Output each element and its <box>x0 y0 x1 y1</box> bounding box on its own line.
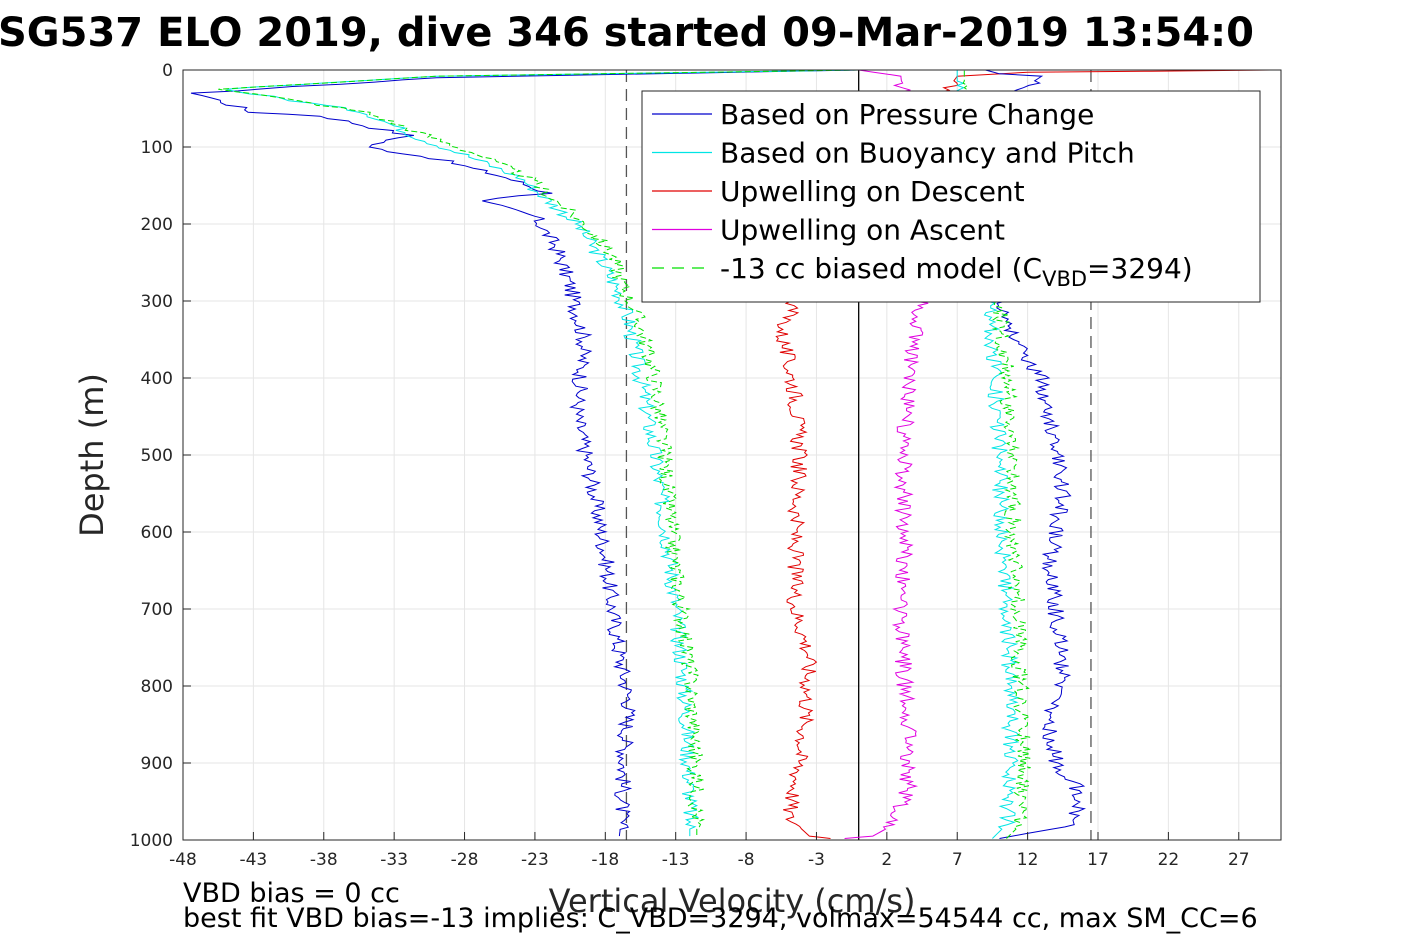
y-tick-label: 400 <box>141 369 173 389</box>
x-axis: -48 -43 -38 -33 -28 -23 -18 -13 -8 -3 2 7 12 17 22 27 <box>169 832 1250 870</box>
y-axis: 0 100 200 300 400 500 600 700 800 900 1000 <box>130 61 191 851</box>
y-tick-label: 800 <box>141 677 173 697</box>
legend-label-prefix: -13 cc biased model (C <box>720 252 1042 285</box>
x-tick-label: -48 <box>169 850 197 870</box>
x-tick-label: -13 <box>662 850 690 870</box>
x-tick-label: -43 <box>239 850 267 870</box>
legend-label-subscript: VBD <box>1042 267 1087 291</box>
series-line-pressure_descent <box>190 69 859 837</box>
x-tick-label: 17 <box>1087 850 1109 870</box>
x-tick-label: -28 <box>451 850 479 870</box>
x-axis-label: Vertical Velocity (cm/s) <box>549 882 916 920</box>
chart-title: SG537 ELO 2019, dive 346 started 09-Mar-… <box>0 10 1254 56</box>
x-tick-label: 27 <box>1228 850 1250 870</box>
y-tick-label: 900 <box>141 754 173 774</box>
y-tick-label: 300 <box>141 292 173 312</box>
series-line-model_descent <box>218 69 859 837</box>
legend-label: Upwelling on Descent <box>720 175 1025 208</box>
legend-label-suffix: =3294) <box>1087 252 1193 285</box>
y-tick-label: 600 <box>141 523 173 543</box>
x-tick-label: -18 <box>591 850 619 870</box>
legend-label: Upwelling on Ascent <box>720 214 1005 247</box>
x-tick-label: -33 <box>380 850 408 870</box>
x-tick-label: -23 <box>521 850 549 870</box>
y-tick-label: 500 <box>141 446 173 466</box>
y-tick-label: 0 <box>162 61 173 81</box>
legend-label: Based on Pressure Change <box>720 98 1094 131</box>
y-tick-label: 1000 <box>130 831 173 851</box>
note-best-fit: best fit VBD bias=-13 implies: C_VBD=329… <box>183 903 1258 934</box>
legend-label: -13 cc biased model (CVBD=3294) <box>720 252 1193 291</box>
x-tick-label: 12 <box>1017 850 1039 870</box>
x-tick-label: -38 <box>310 850 338 870</box>
note-vbd-bias: VBD bias = 0 cc <box>183 878 400 909</box>
x-tick-label: 7 <box>952 850 963 870</box>
legend: Based on Pressure Change Based on Buoyanc… <box>641 90 1261 303</box>
x-tick-label: -8 <box>738 850 755 870</box>
series-line-buoyancy_descent <box>226 69 859 837</box>
y-axis-label: Depth (m) <box>73 373 111 537</box>
y-tick-label: 100 <box>141 138 173 158</box>
x-tick-label: -3 <box>808 850 825 870</box>
x-tick-label: 2 <box>881 850 892 870</box>
y-tick-label: 200 <box>141 215 173 235</box>
legend-label: Based on Buoyancy and Pitch <box>720 137 1135 170</box>
y-tick-label: 700 <box>141 600 173 620</box>
legend-box <box>641 90 1261 303</box>
x-tick-label: 22 <box>1158 850 1180 870</box>
